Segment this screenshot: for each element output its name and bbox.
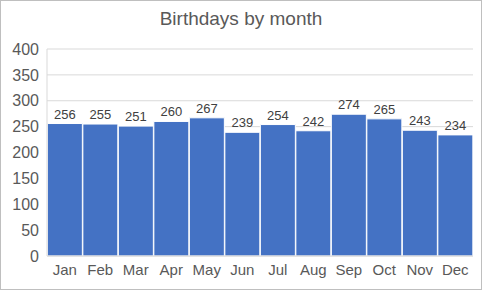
svg-text:239: 239 (232, 115, 254, 130)
svg-text:254: 254 (267, 108, 289, 123)
svg-text:100: 100 (12, 196, 39, 213)
svg-text:Dec: Dec (442, 261, 469, 278)
svg-text:267: 267 (196, 101, 218, 116)
svg-text:350: 350 (12, 67, 39, 84)
svg-text:Aug: Aug (300, 261, 327, 278)
svg-text:0: 0 (30, 248, 39, 265)
svg-text:251: 251 (125, 109, 147, 124)
svg-text:256: 256 (54, 107, 76, 122)
svg-text:242: 242 (303, 114, 325, 129)
svg-text:150: 150 (12, 170, 39, 187)
svg-text:400: 400 (12, 41, 39, 58)
svg-text:Feb: Feb (87, 261, 113, 278)
svg-text:Nov: Nov (406, 261, 433, 278)
svg-text:Sep: Sep (335, 261, 362, 278)
svg-text:Jul: Jul (268, 261, 287, 278)
svg-text:Jun: Jun (230, 261, 254, 278)
svg-text:300: 300 (12, 92, 39, 109)
svg-text:250: 250 (12, 118, 39, 135)
svg-text:Apr: Apr (160, 261, 183, 278)
svg-text:255: 255 (90, 107, 112, 122)
svg-text:234: 234 (445, 118, 467, 133)
svg-text:Oct: Oct (373, 261, 397, 278)
svg-text:Jan: Jan (53, 261, 77, 278)
svg-text:243: 243 (409, 113, 431, 128)
svg-text:200: 200 (12, 144, 39, 161)
html-text:Birthdays by month: Birthdays by month (159, 8, 323, 29)
svg-text:260: 260 (161, 104, 183, 119)
svg-text:May: May (193, 261, 222, 278)
svg-text:Mar: Mar (123, 261, 149, 278)
svg-text:50: 50 (21, 222, 39, 239)
svg-text:265: 265 (374, 102, 396, 117)
svg-text:274: 274 (338, 97, 360, 112)
